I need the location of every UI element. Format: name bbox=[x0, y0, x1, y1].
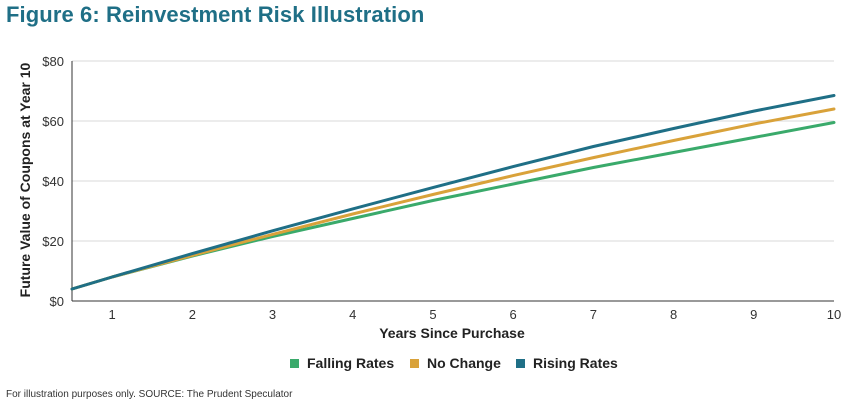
line-chart: $0 $20 $40 $60 $80 1 2 3 4 5 6 7 8 9 10 Years Since Pu… bbox=[17, 54, 841, 371]
y-tick-label: $40 bbox=[42, 174, 64, 189]
x-tick-label: 3 bbox=[269, 307, 276, 322]
legend-item-no-change: No Change bbox=[410, 355, 501, 371]
x-tick-label: 6 bbox=[510, 307, 517, 322]
legend-label: Rising Rates bbox=[533, 355, 618, 371]
tick-labels: $0 $20 $40 $60 $80 1 2 3 4 5 6 7 8 9 10 bbox=[42, 54, 841, 322]
legend: Falling Rates No Change Rising Rates bbox=[290, 355, 618, 371]
y-axis-label: Future Value of Coupons at Year 10 bbox=[17, 62, 33, 297]
legend-item-falling-rates: Falling Rates bbox=[290, 355, 394, 371]
legend-swatch bbox=[290, 359, 299, 368]
x-tick-label: 10 bbox=[827, 307, 841, 322]
series-line-falling-rates bbox=[70, 121, 836, 291]
x-tick-label: 8 bbox=[670, 307, 677, 322]
x-tick-label: 4 bbox=[349, 307, 356, 322]
y-tick-label: $80 bbox=[42, 54, 64, 69]
legend-swatch bbox=[410, 359, 419, 368]
series-line-rising-rates bbox=[70, 94, 836, 291]
x-tick-label: 9 bbox=[750, 307, 757, 322]
y-tick-label: $60 bbox=[42, 114, 64, 129]
gridlines bbox=[72, 60, 834, 242]
x-tick-label: 1 bbox=[108, 307, 115, 322]
y-tick-label: $20 bbox=[42, 234, 64, 249]
chart-title: Figure 6: Reinvestment Risk Illustration bbox=[6, 2, 425, 27]
x-tick-label: 2 bbox=[189, 307, 196, 322]
x-tick-label: 5 bbox=[429, 307, 436, 322]
legend-item-rising-rates: Rising Rates bbox=[516, 355, 618, 371]
source-note: For illustration purposes only. SOURCE: … bbox=[6, 389, 293, 400]
series-lines bbox=[70, 94, 836, 291]
legend-label: No Change bbox=[427, 355, 501, 371]
series-line-no-change bbox=[70, 107, 836, 291]
x-tick-label: 7 bbox=[590, 307, 597, 322]
legend-label: Falling Rates bbox=[307, 355, 394, 371]
legend-swatch bbox=[516, 359, 525, 368]
y-tick-label: $0 bbox=[50, 294, 64, 309]
x-axis-label: Years Since Purchase bbox=[379, 325, 525, 341]
axes bbox=[71, 61, 834, 302]
